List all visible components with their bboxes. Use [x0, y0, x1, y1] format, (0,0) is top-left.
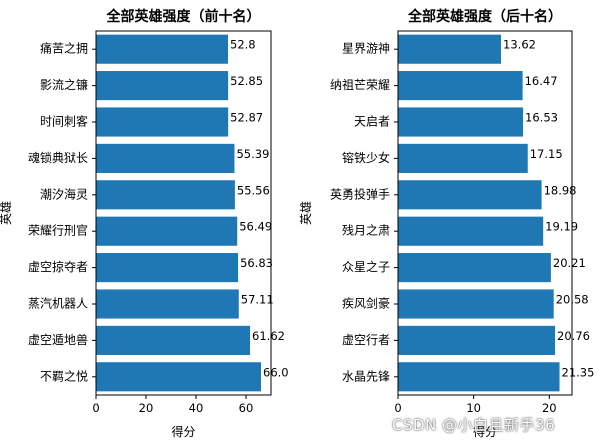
right-value-label-6: 17.15: [530, 147, 563, 161]
left-value-label-6: 55.39: [236, 147, 269, 161]
left-value-label-8: 52.85: [230, 74, 263, 88]
right-bar-6: [398, 143, 528, 173]
left-value-label-4: 56.49: [239, 220, 272, 234]
left-value-label-3: 56.83: [240, 256, 273, 270]
left-value-label-9: 52.8: [230, 38, 256, 52]
right-value-label-5: 18.98: [544, 183, 577, 197]
left-ytick-label-4: 荣耀行刑官: [28, 223, 88, 238]
right-value-label-9: 13.62: [503, 38, 536, 52]
left-xtick-label-3: 60: [239, 401, 254, 415]
left-value-label-1: 61.62: [252, 329, 285, 343]
left-value-label-5: 55.56: [237, 183, 270, 197]
right-bar-3: [398, 253, 551, 283]
right-ytick-label-3: 众星之子: [342, 260, 390, 274]
left-bar-5: [96, 180, 235, 210]
left-y-axis-label: 英雄: [0, 201, 13, 225]
left-ytick-label-3: 虚空掠夺者: [28, 259, 88, 274]
right-value-label-4: 19.19: [545, 220, 578, 234]
left-bar-8: [96, 71, 229, 101]
right-bar-4: [398, 216, 544, 246]
right-xtick-label-1: 10: [466, 401, 481, 415]
right-xtick-label-0: 0: [394, 401, 401, 415]
left-bar-2: [96, 289, 239, 319]
right-ytick-label-0: 水晶先锋: [342, 369, 390, 383]
left-axes-frame: [95, 30, 272, 396]
left-xtick-label-0: 0: [92, 401, 99, 415]
left-chart-title: 全部英雄强度（前十名）: [106, 8, 261, 25]
right-y-axis-label: 英雄: [298, 201, 313, 225]
right-ytick-label-2: 疾风剑豪: [342, 296, 390, 311]
left-ytick-label-6: 魂锁典狱长: [28, 150, 88, 165]
left-bar-3: [96, 253, 239, 283]
left-bar-0: [96, 362, 261, 392]
left-bar-7: [96, 107, 229, 137]
left-value-label-2: 57.11: [241, 293, 274, 307]
left-ytick-label-5: 潮汐海灵: [40, 186, 88, 201]
right-bar-5: [398, 180, 542, 210]
left-bar-6: [96, 143, 235, 173]
right-bar-2: [398, 289, 554, 319]
right-bar-8: [398, 71, 523, 101]
left-value-label-7: 52.87: [230, 111, 263, 125]
left-ytick-label-0: 不羁之悦: [40, 369, 88, 383]
right-bar-0: [398, 362, 560, 392]
left-xtick-label-2: 40: [189, 401, 204, 415]
left-ytick-label-2: 蒸汽机器人: [28, 296, 88, 311]
left-value-label-0: 66.0: [263, 365, 289, 379]
left-ytick-label-9: 痛苦之拥: [40, 41, 88, 56]
left-x-axis-label: 得分: [171, 424, 195, 439]
right-xtick-label-2: 20: [542, 401, 557, 415]
right-bar-7: [398, 107, 524, 137]
right-ytick-label-1: 虚空行者: [342, 333, 390, 347]
right-value-label-0: 21.35: [562, 365, 595, 379]
right-ytick-label-5: 英勇投弹手: [330, 186, 390, 201]
right-bar-1: [398, 325, 556, 355]
right-chart-title: 全部英雄强度（后十名）: [407, 8, 562, 25]
left-ytick-label-8: 影流之镰: [40, 77, 88, 92]
right-bar-9: [398, 34, 502, 64]
left-ytick-label-7: 时间刺客: [40, 114, 88, 129]
left-xtick-label-1: 20: [139, 401, 154, 415]
right-ytick-label-7: 天启者: [354, 115, 390, 129]
right-value-label-1: 20.76: [557, 329, 590, 343]
left-bar-1: [96, 325, 251, 355]
right-ytick-label-8: 纳祖芒荣耀: [330, 77, 390, 92]
right-value-label-8: 16.47: [525, 74, 558, 88]
watermark: CSDN @小白且新手36: [392, 416, 556, 434]
left-bar-4: [96, 216, 238, 246]
right-x-axis-label: 得分: [473, 424, 497, 439]
right-axes-frame: [397, 30, 573, 396]
right-ytick-label-4: 残月之肃: [342, 224, 390, 238]
right-value-label-7: 16.53: [525, 111, 558, 125]
left-ytick-label-1: 虚空遁地兽: [28, 333, 88, 347]
right-ytick-label-9: 星界游神: [342, 42, 390, 56]
left-bar-9: [96, 34, 228, 64]
right-ytick-label-6: 镕铁少女: [342, 150, 390, 165]
right-value-label-3: 20.21: [553, 256, 586, 270]
